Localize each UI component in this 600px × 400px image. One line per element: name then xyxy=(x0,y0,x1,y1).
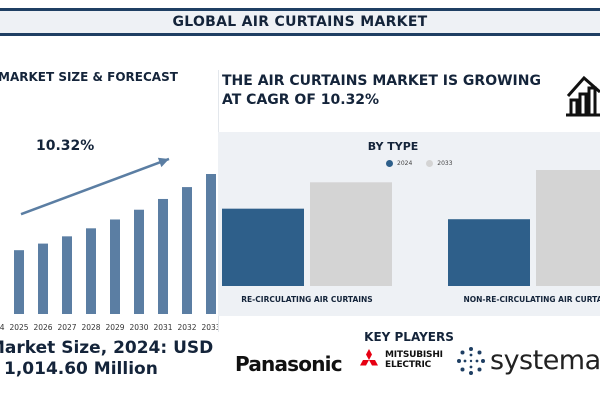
legend-swatch-2033 xyxy=(426,160,434,167)
type-bar-2024-1 xyxy=(448,219,530,286)
by-type-chart: RE-CIRCULATING AIR CURTAINS NON-RE-CIRCUL… xyxy=(222,170,600,304)
type-bar-2033-1 xyxy=(536,170,600,286)
forecast-bar-2025 xyxy=(14,250,24,314)
forecast-tick-2030: 2030 xyxy=(129,323,148,332)
trend-arrow-line xyxy=(20,157,170,216)
legend-label-2024: 2024 xyxy=(397,160,413,167)
headline-line1: THE AIR CURTAINS MARKET IS GROWING xyxy=(222,73,541,89)
by-type-panel: RE-CIRCULATING AIR CURTAINS NON-RE-CIRCUL… xyxy=(218,132,600,316)
forecast-bar-2027 xyxy=(62,236,72,314)
mitsubishi-line2: ELECTRIC xyxy=(385,360,432,370)
forecast-bar-2026 xyxy=(38,243,48,314)
legend-item-2024: 2024 xyxy=(386,160,412,167)
legend-swatch-2024 xyxy=(386,160,393,167)
forecast-tick-2032: 2032 xyxy=(177,323,196,332)
legend-label-2033: 2033 xyxy=(437,160,453,167)
forecast-tick-2024: 2024 xyxy=(0,323,5,332)
by-type-legend: 2024 2033 xyxy=(386,160,453,167)
cagr-headline: THE AIR CURTAINS MARKET IS GROWING AT CA… xyxy=(222,72,562,110)
forecast-tick-2025: 2025 xyxy=(9,323,28,332)
cagr-annotation: 10.32% xyxy=(36,138,94,154)
forecast-tick-2026: 2026 xyxy=(33,323,52,332)
forecast-tick-2028: 2028 xyxy=(81,323,100,332)
forecast-bar-2030 xyxy=(134,209,144,314)
market-size-line1: Market Size, 2024: USD xyxy=(0,338,214,358)
forecast-tick-2031: 2031 xyxy=(153,323,172,332)
three-diamond-icon xyxy=(360,349,378,366)
title-banner: GLOBAL AIR CURTAINS MARKET xyxy=(0,8,600,36)
forecast-tick-2027: 2027 xyxy=(57,323,76,332)
type-category-label-0: RE-CIRCULATING AIR CURTAINS xyxy=(241,295,372,304)
headline-line2: AT CAGR OF 10.32% xyxy=(222,92,380,108)
page-title: GLOBAL AIR CURTAINS MARKET xyxy=(172,14,428,30)
forecast-bar-2032 xyxy=(182,187,192,314)
mitsubishi-electric-logo: MITSUBISHI ELECTRIC xyxy=(357,349,443,371)
dotted-circle-icon xyxy=(457,346,485,375)
type-category-label-1: NON-RE-CIRCULATING AIR CURTA xyxy=(463,295,600,304)
type-bar-2024-0 xyxy=(222,208,304,286)
mitsubishi-wordmark: MITSUBISHI ELECTRIC xyxy=(385,350,443,370)
forecast-bar-2033 xyxy=(206,174,216,314)
type-bar-2033-0 xyxy=(310,182,392,286)
market-size-line2: 1,014.60 Million xyxy=(4,359,158,379)
trend-arrow-head xyxy=(157,157,169,168)
forecast-chart: 2024 2025 2026 2027 2028 2029 2030 2031 2032 2033… xyxy=(0,138,218,332)
key-players-title: KEY PLAYERS xyxy=(364,330,454,344)
market-size-summary: Market Size, 2024: USD 1,014.60 Million xyxy=(0,338,213,380)
forecast-tick-2033: 2033 xyxy=(201,323,218,332)
by-type-title: BY TYPE xyxy=(367,140,419,153)
house-growth-icon xyxy=(566,75,600,117)
forecast-title: MARKET SIZE & FORECAST xyxy=(0,70,178,84)
forecast-bar-2029 xyxy=(110,219,120,314)
forecast-bar-2028 xyxy=(86,228,96,314)
panasonic-logo: Panasonic xyxy=(235,352,343,376)
legend-item-2033: 2033 xyxy=(426,160,453,167)
forecast-bar-2031 xyxy=(158,198,168,314)
systemair-wordmark: systemair xyxy=(490,345,600,376)
mitsubishi-line1: MITSUBISHI xyxy=(385,350,443,360)
systemair-logo: systemair xyxy=(456,345,600,376)
forecast-tick-2029: 2029 xyxy=(105,323,124,332)
